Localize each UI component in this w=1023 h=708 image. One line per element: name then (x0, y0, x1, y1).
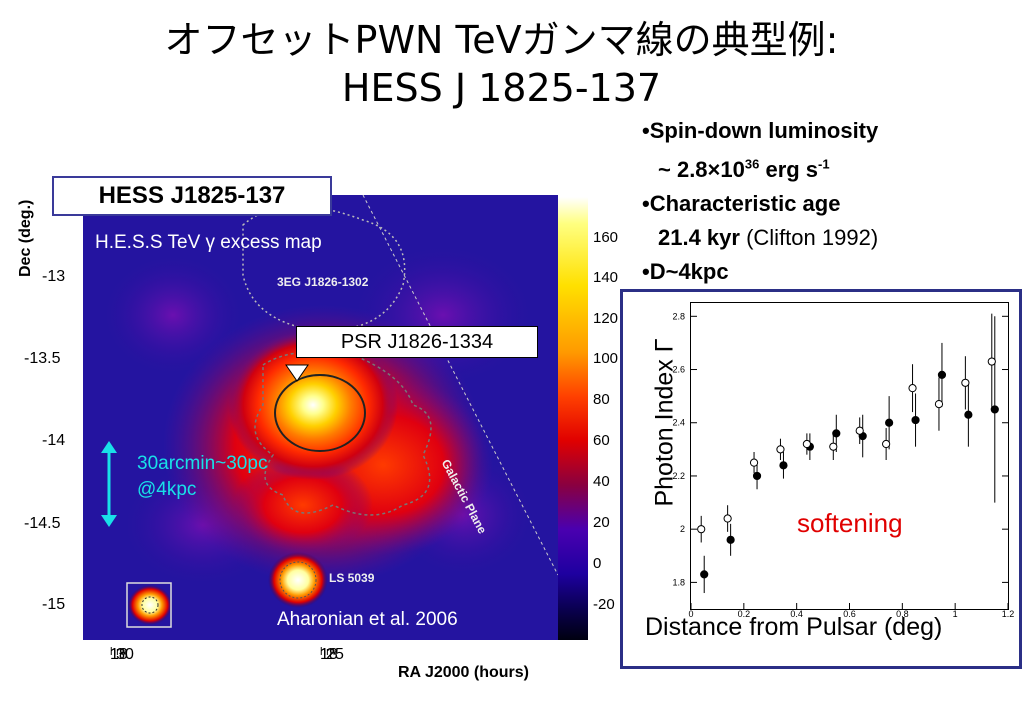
x-tick-label: 0.4 (790, 609, 803, 619)
slide-title-line2: HESS J 1825-137 (341, 66, 662, 110)
distance-axis-title: Distance from Pulsar (deg) (645, 613, 943, 641)
filled-point (990, 405, 999, 414)
scale-label: 30arcmin~30pc @4kpc (137, 453, 268, 500)
open-point (697, 525, 706, 534)
cb-tick: 20 (593, 514, 610, 531)
open-point (723, 514, 732, 523)
dec-axis-title: Dec (deg.) (17, 199, 34, 277)
filled-point (832, 429, 841, 438)
bullet-spin-down-value: ~ 2.8×1036 erg s-1 (658, 157, 830, 183)
colorbar (558, 197, 588, 640)
citation: Aharonian et al. 2006 (277, 609, 458, 630)
cb-tick: 140 (593, 269, 619, 286)
ra-axis-title: RA J2000 (hours) (398, 664, 529, 681)
open-point (829, 442, 838, 451)
cb-tick: 60 (593, 432, 610, 449)
photon-index-plot-area: 1.8 2 2.2 2.4 2.6 2.8 0 0.2 0.4 0.6 0.8 1 1.2 (672, 302, 1014, 619)
x-tick-label: 1 (953, 609, 958, 619)
filled-point (779, 461, 788, 470)
cb-tick: -20 (593, 596, 615, 613)
label-ls5039: LS 5039 (329, 571, 375, 585)
x-tick-label: 0.8 (896, 609, 909, 619)
filled-point (911, 415, 920, 425)
filled-point (885, 418, 894, 427)
filled-point (726, 535, 735, 544)
cb-tick: 100 (593, 350, 619, 367)
open-point (855, 426, 864, 435)
cb-tick: 80 (593, 391, 610, 408)
y-tick-label: 2 (680, 524, 685, 534)
open-point (776, 445, 785, 454)
tev-excess-map: H.E.S.S TeV γ excess map 3EG J1826-1302 … (83, 195, 558, 640)
y-tick-label: 2.8 (672, 311, 685, 321)
cb-tick: 0 (593, 555, 602, 572)
y-tick-label: 2.6 (672, 365, 685, 375)
slide-title-line1: オフセットPWN TeVガンマ線の典型例: (164, 18, 839, 62)
open-point (934, 400, 944, 409)
scale-arrow-icon (101, 441, 117, 527)
cb-tick: 120 (593, 310, 619, 327)
x-tick-label: 0 (688, 609, 693, 619)
pulsar-label: PSR J1826-1334 (296, 326, 538, 358)
x-tick-label: 0.6 (843, 609, 856, 619)
source-name-box: HESS J1825-137 (52, 176, 332, 216)
bullet-distance: •D~4kpc (642, 259, 729, 285)
pulsar-properties: •Spin-down luminosity ~ 2.8×1036 erg s-1… (642, 114, 878, 289)
cb-tick: 40 (593, 473, 610, 490)
cb-tick: 160 (593, 229, 619, 246)
bullet-age-ref: (Clifton 1992) (739, 225, 879, 251)
photon-index-chart: 1.8 2 2.2 2.4 2.6 2.8 0 0.2 0.4 0.6 0.8 1 1.2 (672, 311, 1014, 619)
open-point (802, 439, 811, 449)
bullet-age: •Characteristic age (642, 191, 841, 217)
x-tick-label: 1.2 (1002, 609, 1015, 619)
open-point (908, 384, 917, 393)
filled-point (937, 370, 947, 379)
bullet-spin-down: •Spin-down luminosity (642, 118, 879, 143)
y-tick-label: 2.4 (672, 418, 685, 428)
bullet-age-value: 21.4 kyr (658, 225, 740, 251)
x-tick-label: 0.2 (738, 609, 751, 619)
open-point (749, 458, 759, 467)
filled-point (700, 570, 709, 579)
open-point (987, 357, 996, 366)
sky-map-image (83, 195, 558, 640)
y-tick-label: 1.8 (672, 577, 685, 587)
softening-annotation: softening (797, 508, 903, 538)
map-subtitle: H.E.S.S TeV γ excess map (95, 232, 322, 253)
open-point (882, 439, 891, 449)
filled-point (752, 471, 762, 481)
y-tick-label: 2.2 (672, 471, 685, 481)
open-point (961, 378, 970, 387)
label-3eg: 3EG J1826-1302 (277, 275, 369, 289)
photon-index-axis-title: Photon Index Γ (650, 338, 679, 507)
filled-point (964, 410, 973, 419)
